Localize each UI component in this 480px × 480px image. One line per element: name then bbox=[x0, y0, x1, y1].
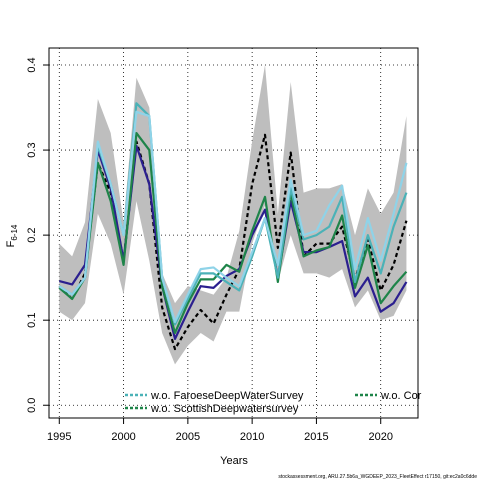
series-lines bbox=[58, 102, 408, 351]
series-line-1 bbox=[59, 144, 408, 340]
x-tick-label: 1995 bbox=[47, 431, 71, 443]
legend-label: w.o. ScottishDeepwatersurvey bbox=[150, 403, 299, 415]
x-tick-label: 2005 bbox=[176, 431, 200, 443]
series-line-2 bbox=[58, 131, 408, 335]
confidence-band bbox=[59, 65, 407, 365]
legend-label: w.o. FaroeseDeepWaterSurvey bbox=[150, 390, 304, 402]
x-tick-label: 2000 bbox=[111, 431, 135, 443]
x-tick-label: 2010 bbox=[240, 431, 264, 443]
x-tick-label: 2020 bbox=[368, 431, 392, 443]
footnote: stockassessment.org, ARU.27.5b6a_WGDEEP_… bbox=[278, 474, 477, 480]
y-tick-label: 0.4 bbox=[26, 57, 38, 72]
x-tick-label: 2015 bbox=[304, 431, 328, 443]
series-line-4 bbox=[58, 110, 408, 323]
y-axis: 0.0 0.1 0.2 0.3 0.4 bbox=[26, 57, 49, 413]
confidence-band-area bbox=[59, 65, 407, 365]
y-tick-label: 0.0 bbox=[26, 398, 38, 413]
y-axis-title-subscript: 6-14 bbox=[10, 224, 19, 241]
legend-label: w.o. Cor bbox=[380, 390, 422, 402]
y-tick-label: 0.1 bbox=[26, 313, 38, 328]
plot-frame bbox=[48, 47, 419, 419]
y-axis-title: F6-14 bbox=[5, 224, 19, 247]
y-tick-label: 0.3 bbox=[26, 142, 38, 157]
y-axis-title-main: F bbox=[5, 240, 17, 247]
y-tick-label: 0.2 bbox=[26, 227, 38, 242]
x-axis-title: Years bbox=[220, 455, 248, 467]
x-axis: 1995 2000 2005 2010 2015 2020 bbox=[47, 418, 393, 443]
